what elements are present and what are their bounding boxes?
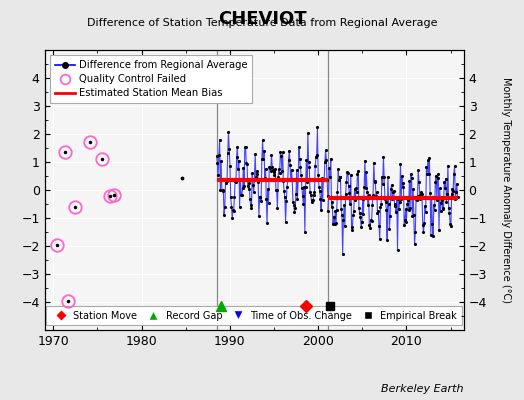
Y-axis label: Monthly Temperature Anomaly Difference (°C): Monthly Temperature Anomaly Difference (… [501,77,511,303]
Text: Berkeley Earth: Berkeley Earth [381,384,464,394]
Text: Difference of Station Temperature Data from Regional Average: Difference of Station Temperature Data f… [87,18,437,28]
Legend: Station Move, Record Gap, Time of Obs. Change, Empirical Break: Station Move, Record Gap, Time of Obs. C… [46,306,462,326]
Text: CHEVIOT: CHEVIOT [217,10,307,28]
